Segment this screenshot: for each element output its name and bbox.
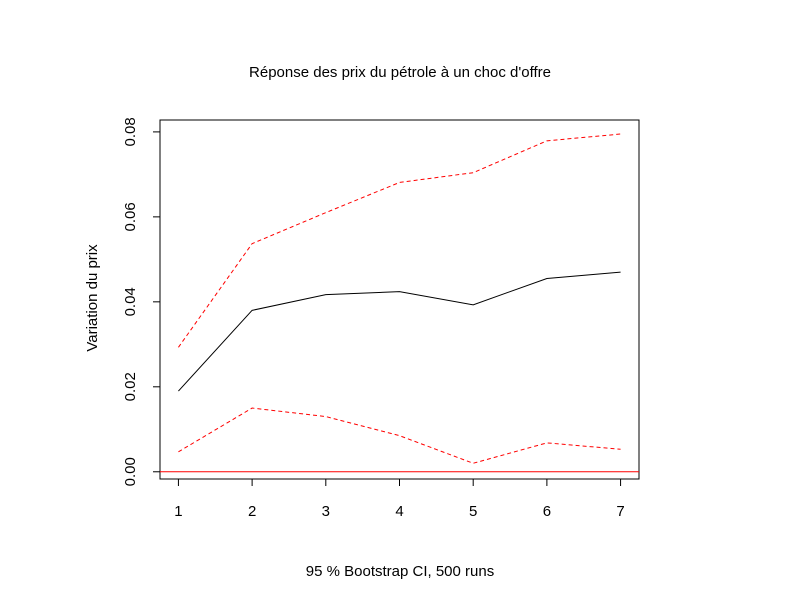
x-tick-label: 7 (616, 503, 624, 520)
y-axis: 0.00 0.02 0.04 0.06 0.08 (122, 117, 161, 486)
y-tick-label: 0.02 (122, 372, 139, 401)
x-tick-label: 3 (322, 503, 330, 520)
series-layer (178, 133, 621, 464)
x-axis-label: 95 % Bootstrap CI, 500 runs (306, 563, 494, 580)
y-axis-label: Variation du prix (84, 244, 101, 352)
x-tick-label: 5 (469, 503, 477, 520)
x-axis: 1 2 3 4 5 6 7 (174, 478, 625, 520)
y-tick-label: 0.04 (122, 287, 139, 316)
plot-frame (159, 119, 640, 480)
y-tick-label: 0.08 (122, 117, 139, 146)
x-tick-label: 6 (543, 503, 551, 520)
upper-ci-line (178, 133, 621, 348)
x-tick-label: 2 (248, 503, 256, 520)
central-estimate-line (178, 271, 621, 392)
chart-title: Réponse des prix du pétrole à un choc d'… (249, 64, 551, 81)
x-tick-label: 1 (174, 503, 182, 520)
y-tick-label: 0.00 (122, 457, 139, 486)
y-tick-label: 0.06 (122, 202, 139, 231)
lower-ci-line (178, 407, 621, 464)
x-tick-label: 4 (395, 503, 403, 520)
